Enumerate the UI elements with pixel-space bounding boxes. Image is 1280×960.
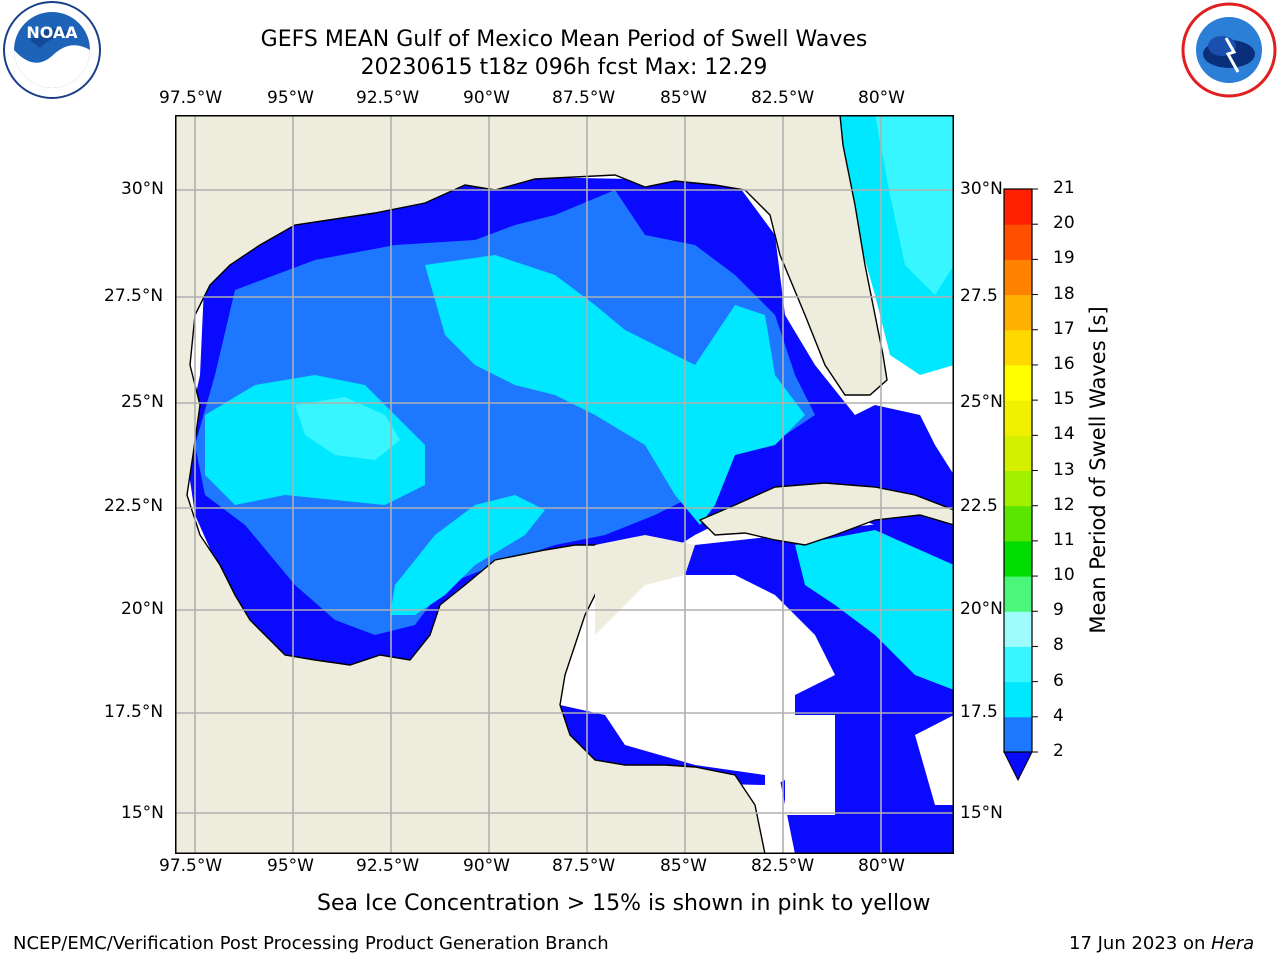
lat-tick-right: 22.5 [960, 496, 998, 516]
colorbar-tick-label: 17 [1053, 318, 1075, 339]
lat-tick-left: 30°N [121, 179, 164, 199]
lat-tick-left: 20°N [121, 599, 164, 619]
colorbar [1003, 188, 1038, 782]
swell-field [175, 115, 954, 854]
colorbar-band [1004, 505, 1032, 542]
lon-tick-bottom: 82.5°W [751, 856, 815, 876]
lon-tick-top: 85°W [660, 88, 707, 108]
footer-credit: NCEP/EMC/Verification Post Processing Pr… [13, 933, 609, 954]
lon-tick-top: 82.5°W [751, 88, 815, 108]
colorbar-tick-label: 14 [1053, 424, 1075, 445]
footer-date-text: 17 Jun 2023 on [1069, 933, 1212, 954]
colorbar-tick-label: 13 [1053, 459, 1075, 480]
colorbar-tick-label: 20 [1053, 213, 1075, 234]
lat-tick-right: 20°N [960, 599, 1003, 619]
colorbar-band [1004, 224, 1032, 260]
colorbar-band [1004, 576, 1032, 612]
colorbar-tick-label: 11 [1053, 529, 1075, 550]
colorbar-tick-label: 9 [1053, 600, 1064, 621]
colorbar-tick-label: 18 [1053, 283, 1075, 304]
lon-tick-bottom: 87.5°W [552, 856, 616, 876]
lat-tick-left: 25°N [121, 392, 164, 412]
lat-tick-right: 17.5 [960, 702, 998, 722]
footer-date: 17 Jun 2023 on Hera [1069, 933, 1254, 954]
lon-tick-top: 95°W [267, 88, 314, 108]
colorbar-tick-label: 15 [1053, 389, 1075, 410]
colorbar-tick-label: 6 [1053, 670, 1064, 691]
lat-tick-left: 17.5°N [104, 702, 164, 722]
map-frame [175, 115, 954, 854]
colorbar-band [1004, 435, 1032, 471]
lon-tick-bottom: 92.5°W [356, 856, 420, 876]
colorbar-tick-label: 8 [1053, 635, 1064, 656]
noaa-logo: NOAA [0, 0, 104, 100]
colorbar-band [1004, 400, 1032, 436]
sea-ice-note: Sea Ice Concentration > 15% is shown in … [317, 891, 931, 916]
lat-tick-right: 25°N [960, 392, 1003, 412]
colorbar-band [1004, 329, 1032, 366]
nws-logo [1178, 0, 1280, 100]
lon-tick-bottom: 80°W [858, 856, 905, 876]
colorbar-band [1004, 189, 1032, 225]
colorbar-band [1004, 364, 1032, 401]
lon-tick-top: 80°W [858, 88, 905, 108]
colorbar-tick-label: 21 [1053, 178, 1075, 198]
lat-tick-left: 27.5°N [104, 286, 164, 306]
colorbar-band [1004, 259, 1032, 296]
lon-tick-bottom: 95°W [267, 856, 314, 876]
footer-host: Hera [1211, 933, 1255, 954]
colorbar-extend-arrow [1003, 751, 1033, 782]
land [175, 115, 954, 854]
lat-tick-right: 27.5 [960, 286, 998, 306]
colorbar-band [1004, 716, 1032, 753]
lat-tick-right: 15°N [960, 803, 1003, 823]
lon-tick-top: 97.5°W [159, 88, 223, 108]
chart-subtitle: 20230615 t18z 096h fcst Max: 12.29 [360, 55, 768, 80]
colorbar-band [1004, 294, 1032, 331]
lat-tick-left: 15°N [121, 803, 164, 823]
colorbar-band [1004, 540, 1032, 577]
colorbar-tick-label: 19 [1053, 248, 1075, 269]
colorbar-title: Mean Period of Swell Waves [s] [1086, 306, 1110, 634]
gulf-map [175, 115, 954, 854]
colorbar-band [1004, 681, 1032, 718]
lon-tick-top: 90°W [463, 88, 510, 108]
graticule [175, 115, 954, 854]
colorbar-band [1004, 646, 1032, 683]
colorbar-tick-label: 4 [1053, 705, 1064, 726]
lon-tick-bottom: 90°W [463, 856, 510, 876]
lat-tick-left: 22.5°N [104, 496, 164, 516]
colorbar-tick-label: 12 [1053, 494, 1075, 515]
lon-tick-top: 92.5°W [356, 88, 420, 108]
colorbar-tick-label: 16 [1053, 353, 1075, 374]
lon-tick-bottom: 97.5°W [159, 856, 223, 876]
lon-tick-top: 87.5°W [552, 88, 616, 108]
colorbar-tick-label: 2 [1053, 741, 1064, 761]
colorbar-band [1004, 470, 1032, 507]
lon-tick-bottom: 85°W [660, 856, 707, 876]
colorbar-tick-label: 10 [1053, 565, 1075, 586]
colorbar-band [1004, 611, 1032, 647]
lat-tick-right: 30°N [960, 179, 1003, 199]
chart-title: GEFS MEAN Gulf of Mexico Mean Period of … [260, 27, 868, 52]
svg-text:NOAA: NOAA [26, 23, 78, 42]
